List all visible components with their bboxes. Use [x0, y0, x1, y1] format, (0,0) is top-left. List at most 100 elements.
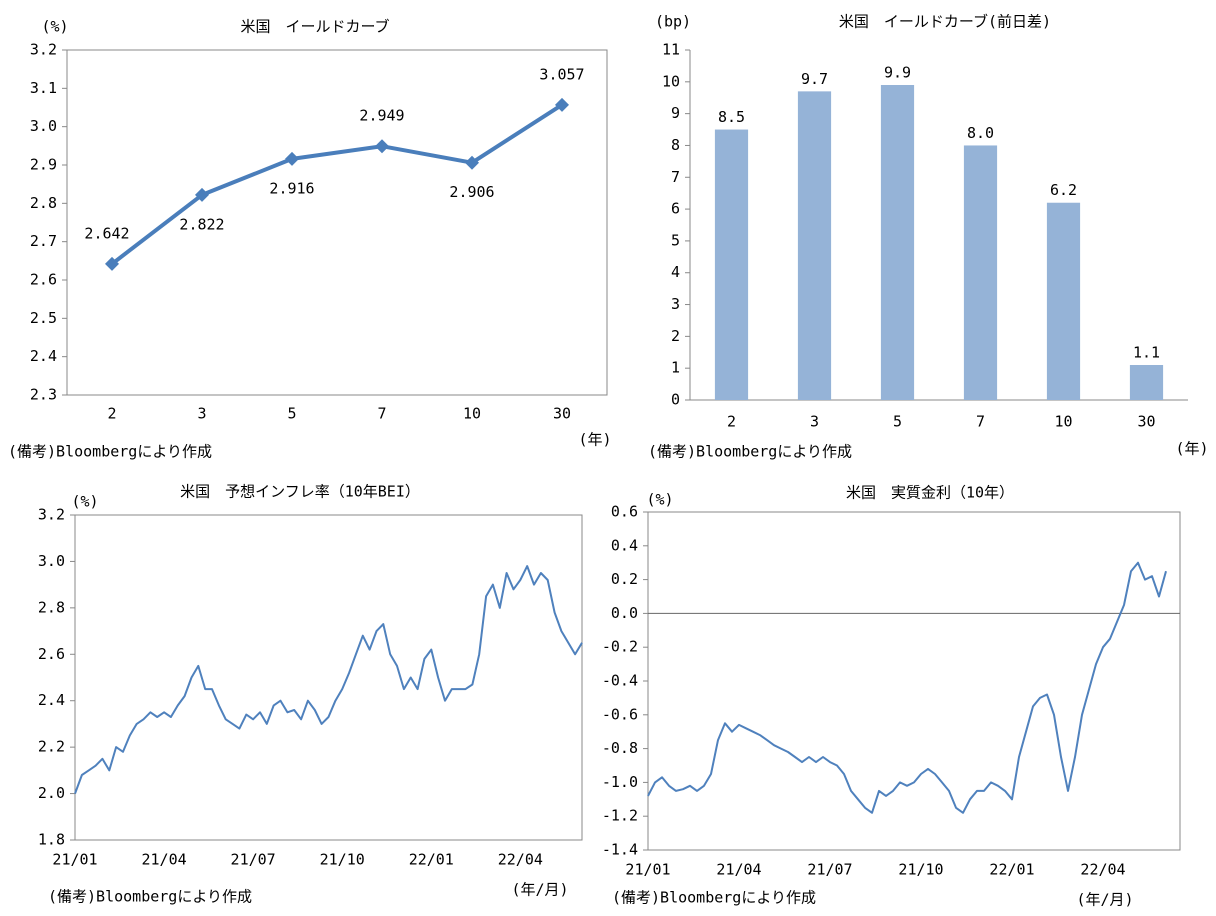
x-axis-unit: (年)	[1175, 440, 1208, 458]
y-tick-label: 10	[662, 72, 680, 90]
x-tick-label: 10	[1054, 413, 1072, 431]
y-tick-label: 7	[671, 168, 680, 186]
point-marker	[285, 151, 299, 166]
y-tick-label: 4	[671, 263, 680, 281]
y-tick-label: 2.0	[38, 784, 65, 802]
chart-title: 米国 イールドカーブ(前日差)	[839, 13, 1051, 31]
bar	[1129, 365, 1164, 400]
y-axis-unit: (bp)	[655, 13, 691, 31]
y-tick-label: 2.8	[38, 598, 65, 616]
y-axis-unit: (%)	[41, 18, 68, 36]
source-note: (備考)Bloombergにより作成	[48, 888, 252, 906]
y-tick-label: -0.8	[602, 739, 638, 757]
x-tick-label: 5	[287, 405, 296, 423]
point-marker	[555, 97, 569, 112]
y-tick-label: 2.4	[30, 347, 57, 365]
x-tick-label: 30	[1137, 413, 1155, 431]
point-marker	[195, 187, 209, 202]
x-tick-label: 2	[727, 413, 736, 431]
y-tick-label: 2	[671, 327, 680, 345]
x-tick-label: 10	[463, 405, 481, 423]
x-tick-label: 7	[377, 405, 386, 423]
x-tick-label: 21/01	[52, 851, 97, 869]
plot-frame	[66, 49, 608, 396]
bar	[1046, 202, 1081, 400]
bar	[797, 91, 832, 400]
line-series	[647, 561, 1167, 814]
y-tick-label: 2.5	[30, 309, 57, 327]
bar	[714, 129, 749, 400]
y-tick-label: 5	[671, 231, 680, 249]
y-tick-label: 3.2	[30, 41, 57, 59]
point-marker	[375, 139, 389, 154]
line-series	[110, 103, 564, 266]
y-tick-label: 2.6	[30, 271, 57, 289]
y-axis-unit: (%)	[71, 493, 98, 511]
chart-title: 米国 イールドカーブ	[240, 18, 389, 36]
bar	[963, 145, 998, 400]
y-tick-label: -1.4	[602, 841, 638, 859]
plot-frame	[74, 514, 583, 841]
x-tick-label: 22/01	[989, 861, 1034, 879]
data-label: 6.2	[1050, 181, 1077, 199]
y-axis-unit: (%)	[646, 491, 673, 509]
y-tick-label: -0.6	[602, 705, 638, 723]
x-tick-label: 21/07	[231, 851, 276, 869]
x-tick-label: 21/07	[807, 861, 852, 879]
y-tick-label: -1.2	[602, 807, 638, 825]
y-tick-label: 1	[671, 359, 680, 377]
y-tick-label: 2.2	[38, 738, 65, 756]
y-tick-label: 11	[662, 41, 680, 59]
data-label: 8.0	[967, 124, 994, 142]
data-label: 2.906	[449, 183, 494, 201]
x-tick-label: 30	[553, 405, 571, 423]
x-tick-label: 5	[893, 413, 902, 431]
x-tick-label: 3	[810, 413, 819, 431]
y-tick-label: 2.7	[30, 232, 57, 250]
source-note: (備考)Bloombergにより作成	[612, 889, 816, 907]
point-marker	[105, 256, 119, 271]
y-tick-label: 0.4	[611, 536, 638, 554]
x-axis-unit: (年)	[578, 431, 611, 449]
y-tick-label: -0.2	[602, 638, 638, 656]
x-tick-label: 22/01	[409, 851, 454, 869]
y-tick-label: -0.4	[602, 672, 638, 690]
y-tick-label: 8	[671, 136, 680, 154]
chart-title: 米国 実質金利（10年）	[846, 484, 1014, 502]
chart-title: 米国 予想インフレ率（10年BEI）	[180, 483, 420, 501]
x-tick-label: 21/01	[625, 861, 670, 879]
y-tick-label: -1.0	[602, 773, 638, 791]
data-label: 2.949	[359, 107, 404, 125]
y-tick-label: 9	[671, 104, 680, 122]
plot-frame	[647, 511, 1181, 851]
y-tick-label: 3.2	[38, 506, 65, 524]
source-note: (備考)Bloombergにより作成	[648, 443, 852, 461]
y-tick-label: 0.6	[611, 503, 638, 521]
x-tick-label: 3	[197, 405, 206, 423]
x-tick-label: 21/04	[716, 861, 761, 879]
bar	[880, 85, 915, 400]
data-label: 9.9	[884, 64, 911, 82]
x-tick-label: 2	[107, 405, 116, 423]
y-tick-label: 0.2	[611, 570, 638, 588]
y-tick-label: 1.8	[38, 831, 65, 849]
y-tick-label: 0.0	[611, 604, 638, 622]
x-tick-label: 21/04	[141, 851, 186, 869]
y-tick-label: 6	[671, 200, 680, 218]
line-series	[74, 565, 583, 794]
source-note: (備考)Bloombergにより作成	[8, 443, 212, 461]
y-tick-label: 2.6	[38, 645, 65, 663]
y-tick-label: 2.3	[30, 386, 57, 404]
y-tick-label: 3	[671, 295, 680, 313]
y-tick-label: 3.0	[38, 552, 65, 570]
data-label: 2.642	[84, 224, 129, 242]
y-tick-label: 2.9	[30, 156, 57, 174]
y-tick-label: 3.0	[30, 117, 57, 135]
x-tick-label: 21/10	[898, 861, 943, 879]
data-label: 8.5	[718, 108, 745, 126]
y-tick-label: 2.4	[38, 691, 65, 709]
y-tick-label: 3.1	[30, 79, 57, 97]
x-tick-label: 7	[976, 413, 985, 431]
point-marker	[465, 155, 479, 170]
